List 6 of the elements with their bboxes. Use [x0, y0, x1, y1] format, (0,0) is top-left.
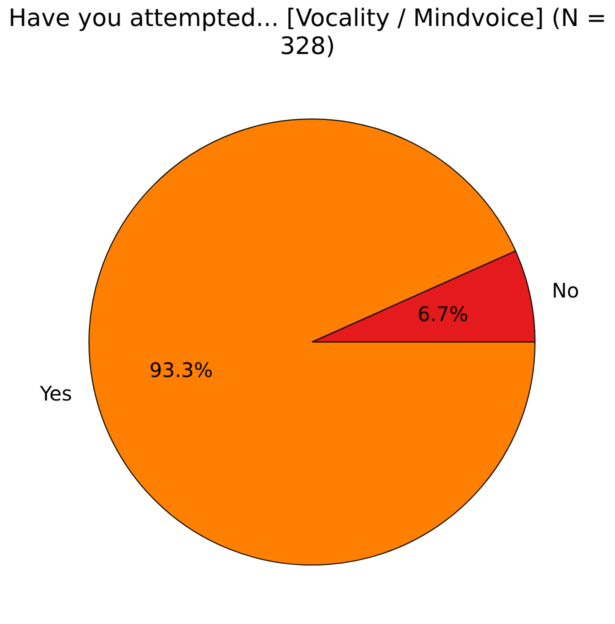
data-label: 93.3% [149, 358, 213, 382]
slice-label: No [552, 278, 580, 303]
chart-title: Have you attempted... [Vocality / Mindvoice] (N = 328) [7, 4, 608, 60]
pie-slice [88, 118, 536, 566]
slice-label: Yes [38, 381, 72, 406]
data-label: 6.7% [417, 302, 468, 326]
